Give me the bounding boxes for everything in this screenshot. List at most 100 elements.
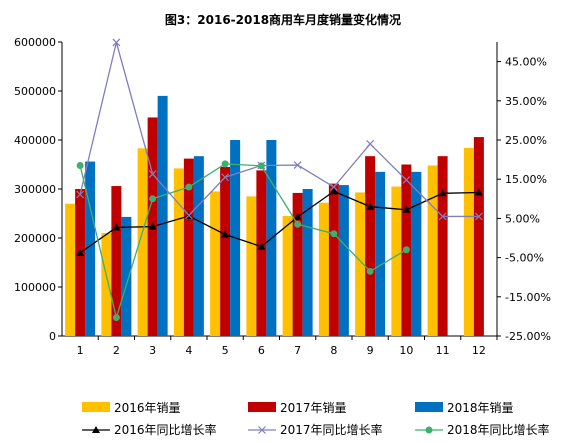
y-tick-label: 500000 xyxy=(14,85,56,98)
series-line xyxy=(79,42,479,218)
point-marker xyxy=(76,190,85,199)
series-line xyxy=(79,190,479,254)
point-marker xyxy=(148,222,157,230)
bar xyxy=(111,186,122,336)
x-tick-label: 7 xyxy=(294,344,301,357)
bar xyxy=(411,171,422,336)
legend-label: 2017年销量 xyxy=(280,401,347,415)
x-tick-label: 10 xyxy=(399,344,413,357)
axes: 0 100000 200000 300000 400000 500000 600000 -25… xyxy=(14,36,551,357)
bar xyxy=(101,233,112,336)
y-tick-label: 400000 xyxy=(14,134,56,147)
point-marker xyxy=(330,230,338,238)
y-tick-label: 100000 xyxy=(14,281,56,294)
bar xyxy=(302,189,313,336)
bar xyxy=(473,137,484,336)
point-marker xyxy=(257,162,265,170)
legend-label: 2017年同比增长率 xyxy=(280,422,383,437)
legend-label: 2016年同比增长率 xyxy=(114,422,217,437)
x-tick-label: 11 xyxy=(436,344,450,357)
bar xyxy=(391,186,402,336)
bar xyxy=(121,216,132,336)
bar xyxy=(328,183,339,336)
bar xyxy=(365,156,376,336)
legend-marker xyxy=(258,426,266,434)
point-marker xyxy=(149,195,157,203)
point-marker xyxy=(474,212,483,221)
y2-tick-label: -5.00% xyxy=(505,252,544,265)
x-tick-label: 5 xyxy=(222,344,229,357)
point-marker xyxy=(293,212,302,220)
point-marker xyxy=(438,212,447,221)
bar xyxy=(256,170,267,336)
x-tick-label: 2 xyxy=(113,344,120,357)
bar xyxy=(292,192,303,336)
x-tick-label: 8 xyxy=(330,344,337,357)
y2-tick-label: -15.00% xyxy=(505,291,551,304)
point-marker xyxy=(366,267,374,275)
point-marker xyxy=(76,248,85,256)
bar xyxy=(157,95,168,337)
legend-marker xyxy=(425,426,433,434)
point-marker xyxy=(402,176,411,184)
bar xyxy=(282,215,293,336)
y-tick-label: 0 xyxy=(49,330,56,343)
point-marker xyxy=(112,223,121,231)
bar xyxy=(193,156,204,336)
y2-tick-label: 45.00% xyxy=(505,56,547,69)
point-marker xyxy=(112,38,121,47)
legend-label: 2018年销量 xyxy=(447,401,514,415)
legend-swatch xyxy=(415,402,443,412)
bar xyxy=(375,171,386,336)
legend: 2016年销量 2017年销量 2018年销量 2016年同比增长率 2017年同比增长… xyxy=(82,401,550,437)
point-marker xyxy=(294,220,302,228)
chart-title: 图3：2016-2018商用车月度销量变化情况 xyxy=(165,12,401,27)
point-marker xyxy=(402,246,410,254)
bar xyxy=(75,189,86,336)
bar xyxy=(437,156,448,336)
point-marker xyxy=(221,160,229,168)
x-tick-label: 4 xyxy=(185,344,192,357)
point-marker xyxy=(221,173,230,182)
y2-tick-label: 35.00% xyxy=(505,95,547,108)
point-marker xyxy=(257,242,266,250)
bar xyxy=(220,166,231,336)
x-tick-label: 9 xyxy=(367,344,374,357)
bar xyxy=(463,147,474,336)
y-tick-label: 300000 xyxy=(14,183,56,196)
x-tick-label: 1 xyxy=(77,344,84,357)
y2-tick-label: 25.00% xyxy=(505,134,547,147)
bar xyxy=(318,202,329,336)
point-marker xyxy=(366,202,375,210)
point-marker xyxy=(329,187,338,195)
x-tick-label: 6 xyxy=(258,344,265,357)
point-marker xyxy=(402,205,411,213)
bar xyxy=(183,158,194,336)
y2-tick-label: 5.00% xyxy=(505,212,540,225)
legend-swatch xyxy=(248,402,276,412)
legend-swatch xyxy=(82,402,110,412)
point-marker xyxy=(148,170,157,179)
point-marker xyxy=(112,314,120,322)
point-marker xyxy=(329,183,338,191)
y-tick-label: 200000 xyxy=(14,232,56,245)
bar xyxy=(246,196,257,336)
bar xyxy=(137,148,148,336)
bar xyxy=(85,161,96,336)
point-marker xyxy=(221,230,230,238)
legend-marker xyxy=(92,426,100,433)
bar xyxy=(338,185,349,336)
point-marker xyxy=(76,161,84,169)
y2-tick-label: 15.00% xyxy=(505,173,547,186)
series-line xyxy=(79,163,407,321)
bar xyxy=(355,192,366,336)
y2-tick-label: -25.00% xyxy=(505,330,551,343)
lines xyxy=(76,38,483,322)
point-marker xyxy=(366,139,375,148)
point-marker xyxy=(293,161,302,170)
legend-label: 2016年销量 xyxy=(114,401,181,415)
bar xyxy=(65,203,76,336)
y-tick-label: 600000 xyxy=(14,36,56,49)
bar xyxy=(210,191,221,336)
